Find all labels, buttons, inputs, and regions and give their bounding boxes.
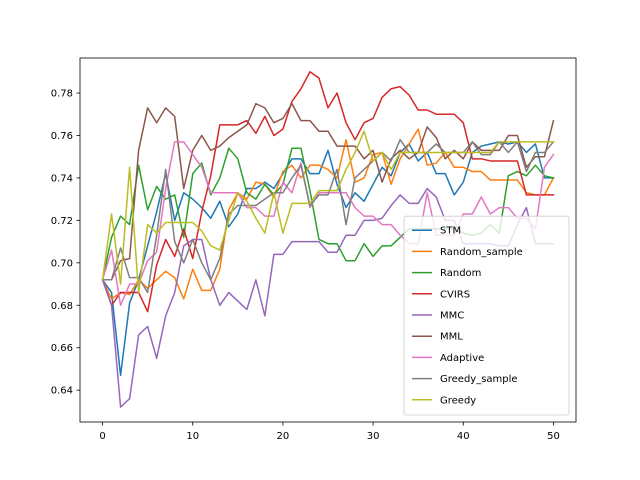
y-tick-label: 0.72 [51,216,73,227]
series-line-greedy-sample [101,138,555,294]
series-lines [101,71,555,408]
legend-label: Random_sample [440,247,523,258]
x-tick-label: 20 [277,431,290,442]
y-tick-label: 0.68 [51,301,73,312]
y-tick-label: 0.70 [51,258,73,269]
x-axis: 0 10 20 30 40 50 [99,422,560,442]
legend-label: MMC [440,311,464,322]
x-tick-label: 50 [547,431,560,442]
legend-label: Greedy [440,395,476,406]
series-line-mml [101,102,555,281]
x-tick-label: 30 [367,431,380,442]
legend-label: Random [440,268,481,279]
y-tick-label: 0.78 [51,89,73,100]
plot-frame [79,57,577,423]
series-line-random-sample [101,128,555,300]
legend-label: STM [440,226,461,237]
x-tick-label: 10 [186,431,199,442]
series-line-greedy [101,130,555,294]
y-axis: 0.64 0.66 0.68 0.70 0.72 0.74 0.76 0.78 [51,89,80,397]
legend-label: MML [440,332,463,343]
y-tick-label: 0.76 [51,131,73,142]
legend-box [403,215,570,416]
legend-label: Adaptive [440,353,484,364]
x-tick-label: 0 [99,431,105,442]
y-tick-label: 0.64 [51,386,73,397]
y-tick-label: 0.66 [51,343,73,354]
x-tick-label: 40 [457,431,470,442]
legend-label: CVIRS [440,289,470,300]
legend: STM Random_sample Random CVIRS MMC MML Adaptiv… [403,215,570,416]
legend-label: Greedy_sample [440,374,518,385]
y-tick-label: 0.74 [51,173,73,184]
